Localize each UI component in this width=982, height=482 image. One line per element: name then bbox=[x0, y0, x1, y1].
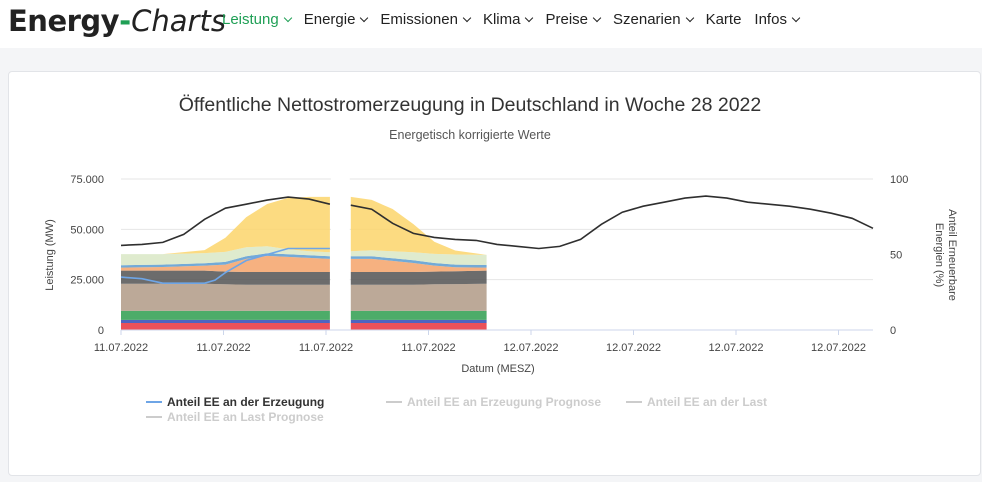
y2-axis-label-line1: Anteil Erneuerbare bbox=[946, 209, 958, 301]
stack-area-6 bbox=[350, 256, 487, 268]
menu-karte[interactable]: Karte bbox=[706, 11, 742, 28]
y2-tick-label: 100 bbox=[890, 174, 908, 186]
chart-subtitle: Energetisch korrigierte Werte bbox=[389, 128, 551, 142]
chevron-down-icon bbox=[685, 13, 694, 22]
menu-szenarien[interactable]: Szenarien bbox=[613, 11, 694, 28]
stack-area-2 bbox=[121, 310, 330, 320]
chevron-down-icon bbox=[462, 13, 472, 22]
power-chart: Öffentliche Nettostromerzeugung in Deuts… bbox=[44, 94, 958, 424]
stack-area-6 bbox=[121, 253, 330, 268]
logo-dash: - bbox=[119, 4, 132, 38]
y-tick-label: 50.000 bbox=[70, 224, 104, 236]
x-tick-label: 12.07.2022 bbox=[503, 342, 558, 354]
legend-item[interactable]: Anteil EE an Erzeugung Prognose bbox=[386, 395, 601, 409]
stack-area-7 bbox=[350, 250, 487, 265]
y-tick-label: 25.000 bbox=[70, 275, 104, 287]
y2-axis-label: Anteil ErneuerbareEnergien (%) bbox=[933, 209, 958, 301]
stack-area-4 bbox=[350, 270, 487, 285]
ee-share-line bbox=[120, 247, 330, 284]
menu-energie[interactable]: Energie bbox=[303, 11, 369, 28]
stack-area-3 bbox=[350, 283, 487, 311]
menu-preise[interactable]: Preise bbox=[545, 11, 602, 28]
stack-area-1 bbox=[350, 319, 487, 323]
x-tick-label: 12.07.2022 bbox=[606, 342, 661, 354]
chevron-down-icon bbox=[283, 13, 292, 22]
menu-label: Karte bbox=[705, 11, 742, 28]
legend-label: Anteil EE an der Erzeugung bbox=[167, 395, 324, 409]
stack-area-5 bbox=[350, 258, 487, 272]
legend-item[interactable]: Anteil EE an Last Prognose bbox=[146, 410, 324, 424]
y-axis-label: Leistung (MW) bbox=[44, 219, 56, 291]
logo-text-energy: Energy bbox=[8, 4, 120, 38]
y2-tick-label: 50 bbox=[890, 250, 902, 262]
legend: Anteil EE an der Erzeugung Anteil EE an E… bbox=[146, 395, 767, 424]
x-tick-label: 11.07.2022 bbox=[401, 342, 455, 354]
menu-label: Emissionen bbox=[380, 11, 458, 28]
axes: 0 25.000 50.000 75.000 0 50 100 11.07.2022 11.07… bbox=[70, 174, 908, 354]
load-line bbox=[350, 195, 874, 250]
menu-label: Energie bbox=[303, 11, 356, 28]
y2-axis-label-line2: Energien (%) bbox=[933, 223, 945, 287]
data-gap bbox=[330, 169, 350, 330]
menu-label: Preise bbox=[545, 11, 589, 28]
legend-item[interactable]: Anteil EE an der Last bbox=[626, 395, 767, 409]
menu-label: Klima bbox=[482, 11, 521, 28]
stack-area-8 bbox=[121, 196, 330, 255]
legend-label: Anteil EE an der Last bbox=[647, 395, 767, 409]
chevron-down-icon bbox=[360, 13, 369, 22]
y-tick-label: 75.000 bbox=[70, 174, 104, 186]
stack-area-1 bbox=[121, 319, 330, 323]
menu-label: Szenarien bbox=[613, 11, 681, 28]
stack-area-3 bbox=[121, 283, 330, 311]
stack-area-4 bbox=[121, 270, 330, 285]
x-tick-label: 11.07.2022 bbox=[299, 342, 353, 354]
main-menu: Leistung Energie Emissionen Klima Preise… bbox=[222, 11, 801, 28]
legend-label: Anteil EE an Erzeugung Prognose bbox=[407, 395, 601, 409]
chevron-down-icon bbox=[791, 13, 801, 22]
x-tick-label: 12.07.2022 bbox=[811, 342, 866, 354]
y-tick-label: 0 bbox=[98, 325, 104, 337]
chevron-down-icon bbox=[525, 13, 534, 22]
x-tick-label: 11.07.2022 bbox=[196, 342, 250, 354]
y2-tick-label: 0 bbox=[890, 325, 896, 337]
x-tick-label: 12.07.2022 bbox=[708, 342, 763, 354]
stack-area-2 bbox=[350, 310, 487, 320]
menu-label: Infos bbox=[754, 11, 787, 28]
chart-card: Öffentliche Nettostromerzeugung in Deuts… bbox=[8, 71, 981, 476]
menu-emissionen[interactable]: Emissionen bbox=[380, 11, 472, 28]
generation-areas bbox=[121, 169, 487, 330]
menu-klima[interactable]: Klima bbox=[482, 11, 534, 28]
chart-title: Öffentliche Nettostromerzeugung in Deuts… bbox=[179, 94, 761, 116]
x-axis-label: Datum (MESZ) bbox=[461, 363, 534, 375]
stack-area-5 bbox=[121, 255, 330, 272]
legend-label: Anteil EE an Last Prognose bbox=[167, 410, 324, 424]
logo-text-charts: Charts bbox=[131, 4, 226, 38]
x-tick-label: 11.07.2022 bbox=[94, 342, 148, 354]
top-navigation-bar: Energy-Charts Leistung Energie Emissione… bbox=[0, 0, 982, 48]
chart-lines bbox=[120, 195, 874, 284]
menu-label: Leistung bbox=[222, 11, 279, 28]
menu-infos[interactable]: Infos bbox=[754, 11, 801, 28]
stack-area-0 bbox=[121, 323, 330, 330]
load-line bbox=[120, 196, 331, 247]
stack-area-0 bbox=[350, 323, 487, 330]
energy-charts-logo[interactable]: Energy-Charts bbox=[8, 3, 226, 40]
chevron-down-icon bbox=[592, 13, 602, 22]
stack-area-8 bbox=[350, 196, 487, 255]
menu-leistung[interactable]: Leistung bbox=[222, 11, 292, 28]
legend-item[interactable]: Anteil EE an der Erzeugung bbox=[146, 395, 324, 409]
